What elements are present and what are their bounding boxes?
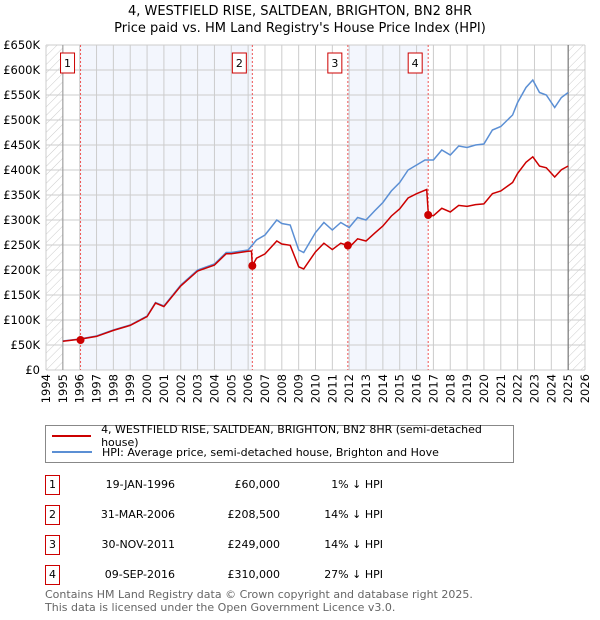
legend-label-price: 4, WESTFIELD RISE, SALTDEAN, BRIGHTON, B… [101, 423, 482, 449]
sale-row: 4 09-SEP-2016 £310,000 27% ↓ HPI [45, 565, 445, 585]
sale-point-4 [424, 211, 433, 219]
hatch-after-data [568, 45, 585, 370]
legend: 4, WESTFIELD RISE, SALTDEAN, BRIGHTON, B… [45, 423, 514, 463]
sale-number: 2 [45, 505, 60, 525]
sale-row: 1 19-JAN-1996 £60,000 1% ↓ HPI [45, 475, 445, 495]
sale-hpi-diff: 1% ↓ HPI [331, 478, 383, 491]
legend-swatch-price [52, 435, 92, 437]
x-tick-label: 2014 [376, 374, 390, 403]
sale-badge-label: 3 [331, 57, 338, 70]
sale-badge-label: 1 [64, 57, 71, 70]
y-tick-label: £50K [11, 338, 41, 352]
x-tick-label: 2011 [325, 374, 339, 403]
sale-row: 2 31-MAR-2006 £208,500 14% ↓ HPI [45, 505, 445, 525]
y-tick-label: £0 [25, 363, 40, 377]
x-tick-label: 2000 [140, 374, 154, 403]
x-tick-label: 1994 [39, 374, 53, 403]
x-tick-label: 2001 [157, 374, 171, 403]
x-tick-label: 2015 [393, 374, 407, 403]
x-tick-label: 2024 [544, 374, 558, 403]
sale-badge-label: 2 [236, 57, 243, 70]
x-tick-label: 2002 [174, 374, 188, 403]
y-tick-label: £150K [3, 288, 40, 302]
legend-label-hpi: HPI: Average price, semi-detached house,… [102, 445, 439, 459]
x-tick-label: 2004 [207, 374, 221, 403]
x-tick-label: 2020 [477, 374, 491, 403]
x-tick-label: 2009 [292, 374, 306, 403]
y-tick-label: £500K [3, 113, 40, 127]
y-tick-label: £100K [3, 313, 40, 327]
sale-badge-1 [60, 52, 76, 74]
x-tick-label: 2025 [561, 374, 575, 403]
y-tick-label: £450K [3, 138, 40, 152]
x-tick-label: 2012 [342, 374, 356, 403]
y-tick-label: £650K [3, 38, 40, 52]
shaded-period-1 [80, 45, 253, 370]
sale-row: 3 30-NOV-2011 £249,000 14% ↓ HPI [45, 535, 445, 555]
x-tick-label: 2018 [443, 374, 457, 403]
x-tick-label: 2023 [527, 374, 541, 403]
x-tick-label: 1997 [90, 374, 104, 403]
y-tick-label: £600K [3, 63, 40, 77]
legend-item-hpi: HPI: Average price, semi-detached house,… [46, 444, 439, 460]
x-tick-label: 1996 [73, 374, 87, 403]
x-tick-label: 2016 [410, 374, 424, 403]
sale-price: £60,000 [234, 478, 281, 491]
footer: Contains HM Land Registry data © Crown c… [45, 588, 473, 614]
sale-hpi-diff: 14% ↓ HPI [324, 538, 383, 551]
sale-point-1 [76, 336, 85, 344]
chart-title: 4, WESTFIELD RISE, SALTDEAN, BRIGHTON, B… [127, 4, 473, 19]
y-tick-label: £200K [3, 263, 40, 277]
x-tick-label: 2013 [359, 374, 373, 403]
sale-number: 4 [45, 565, 60, 585]
y-tick-label: £350K [3, 188, 40, 202]
hatch-before-data [46, 45, 63, 370]
x-tick-label: 2022 [511, 374, 525, 403]
sale-number: 3 [45, 535, 60, 555]
sale-badge-3 [327, 52, 343, 74]
legend-swatch-hpi [52, 451, 92, 453]
y-tick-label: £550K [3, 88, 40, 102]
sale-point-2 [248, 261, 257, 270]
y-tick-label: £300K [3, 213, 40, 227]
x-tick-label: 2019 [460, 374, 474, 403]
chart-subtitle: Price paid vs. HM Land Registry's House … [114, 21, 486, 36]
x-tick-label: 2003 [191, 374, 205, 403]
sale-badge-label: 4 [412, 57, 419, 70]
price-chart: 1994 1995 1996 1997 1998 1999 2000 2001 2002 2003… [3, 38, 592, 403]
y-tick-label: £400K [3, 163, 40, 177]
footer-licence: This data is licensed under the Open Gov… [45, 601, 396, 614]
sale-date: 09-SEP-2016 [104, 568, 175, 581]
x-tick-label: 2026 [578, 374, 592, 403]
footer-copyright: Contains HM Land Registry data © Crown c… [45, 588, 473, 601]
legend-item-price: 4, WESTFIELD RISE, SALTDEAN, BRIGHTON, B… [46, 423, 513, 449]
sale-point-3 [343, 241, 352, 250]
sale-price: £249,000 [227, 538, 281, 551]
sale-date: 19-JAN-1996 [105, 478, 175, 491]
x-tick-label: 2010 [309, 374, 323, 403]
x-tick-label: 2006 [241, 374, 255, 403]
sale-price: £208,500 [227, 508, 281, 521]
sale-badge-2 [231, 52, 247, 74]
x-tick-label: 2021 [494, 374, 508, 403]
sale-hpi-diff: 14% ↓ HPI [324, 508, 383, 521]
sale-date: 30-NOV-2011 [101, 538, 175, 551]
sale-price: £310,000 [227, 568, 281, 581]
sale-number: 1 [45, 475, 60, 495]
x-tick-label: 1995 [56, 374, 70, 403]
sale-hpi-diff: 27% ↓ HPI [324, 568, 383, 581]
shaded-period-3 [347, 45, 429, 370]
y-tick-label: £250K [3, 238, 40, 252]
sale-date: 31-MAR-2006 [100, 508, 175, 521]
x-tick-label: 2005 [224, 374, 238, 403]
x-tick-label: 2007 [258, 374, 272, 403]
x-tick-label: 2008 [275, 374, 289, 403]
x-tick-label: 2017 [426, 374, 440, 403]
x-tick-label: 1998 [106, 374, 120, 403]
sale-badge-4 [407, 52, 423, 74]
x-tick-label: 1999 [123, 374, 137, 403]
